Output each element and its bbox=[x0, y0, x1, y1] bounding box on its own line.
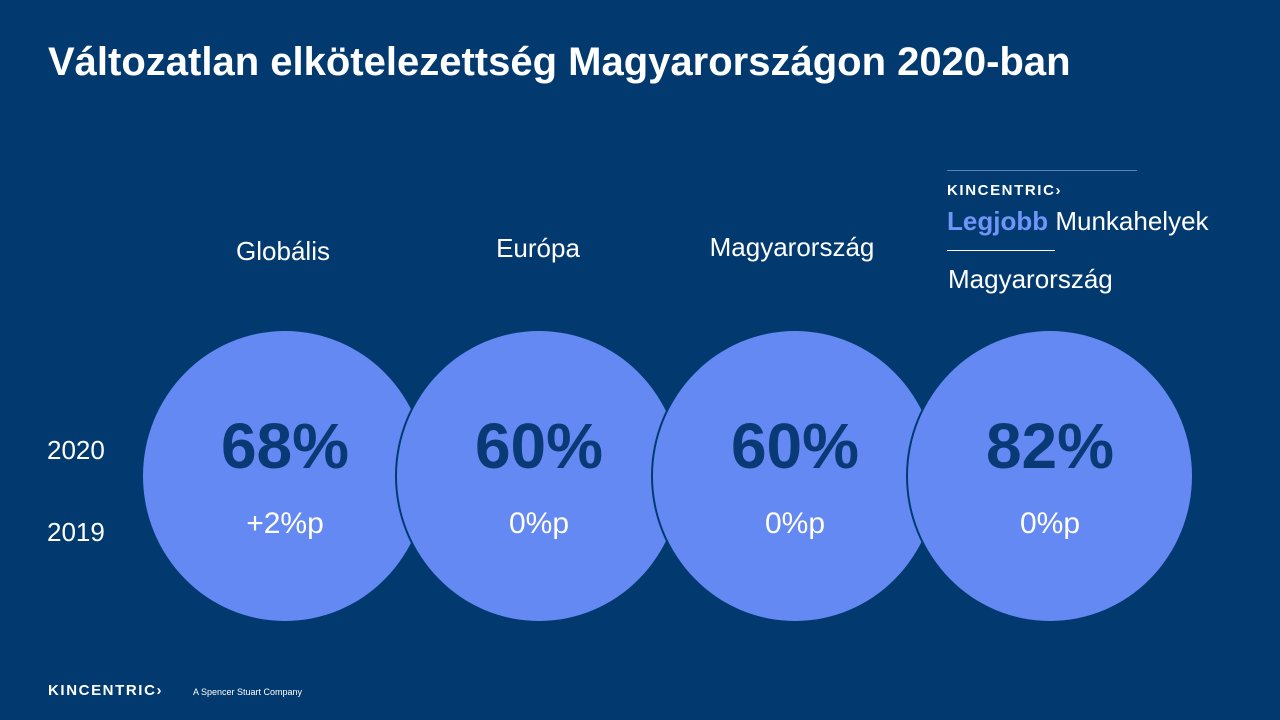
legjobb-text: Legjobb bbox=[947, 206, 1049, 236]
metric-circle-europe: 60% 0%p bbox=[397, 331, 681, 621]
munkahelyek-text: Munkahelyek bbox=[1055, 206, 1209, 236]
column-label-hungary: Magyarország bbox=[709, 232, 875, 262]
change-vs-2019: 0%p bbox=[1019, 507, 1081, 540]
change-vs-2019: 0%p bbox=[764, 507, 826, 540]
metric-circle-best-workplaces: 82% 0%p bbox=[908, 331, 1192, 621]
best-workplaces-title: Legjobb Munkahelyek bbox=[947, 206, 1209, 237]
metric-circle-hungary: 60% 0%p bbox=[653, 331, 937, 621]
engagement-2020-value: 60% bbox=[730, 410, 860, 482]
engagement-2020-value: 82% bbox=[985, 410, 1115, 482]
engagement-2020-value: 68% bbox=[220, 410, 350, 482]
column-label-global: Globális bbox=[236, 236, 330, 266]
page-title: Változatlan elkötelezettség Magyarország… bbox=[48, 40, 1071, 84]
column-label-best-workplaces: Magyarország bbox=[948, 264, 1113, 294]
divider bbox=[947, 250, 1055, 251]
change-vs-2019: +2%p bbox=[246, 507, 324, 540]
change-vs-2019: 0%p bbox=[508, 507, 570, 540]
row-label-2020: 2020 bbox=[47, 435, 105, 465]
column-label-europe: Európa bbox=[496, 233, 580, 263]
metric-circle-global: 68% +2%p bbox=[143, 331, 427, 621]
footer-kincentric-logo: KINCENTRIC› bbox=[48, 682, 164, 699]
kincentric-logo: KINCENTRIC› bbox=[947, 182, 1063, 199]
row-label-2019: 2019 bbox=[47, 517, 105, 547]
engagement-2020-value: 60% bbox=[474, 410, 604, 482]
divider bbox=[947, 170, 1137, 171]
footer-tagline: A Spencer Stuart Company bbox=[193, 687, 303, 697]
